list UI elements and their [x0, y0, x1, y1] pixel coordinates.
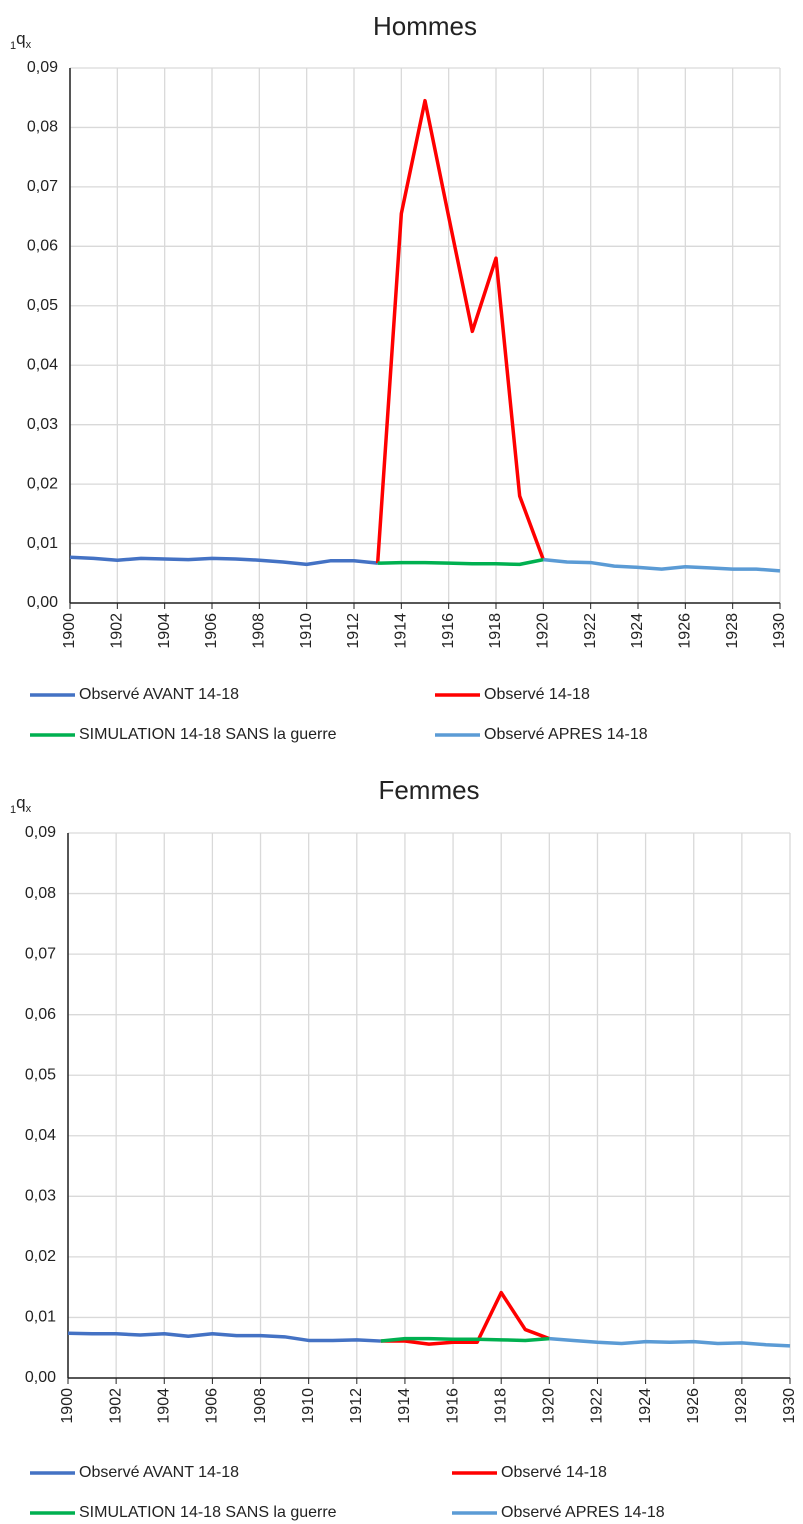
- y-tick-label: 0,08: [25, 885, 56, 902]
- y-axis-label: 1qx: [10, 793, 32, 815]
- x-tick-label: 1928: [733, 1388, 750, 1424]
- y-label-prefix: 1: [10, 40, 16, 52]
- y-label-base: q: [16, 29, 25, 48]
- y-tick-label: 0,07: [27, 178, 58, 195]
- legend-label: SIMULATION 14-18 SANS la guerre: [79, 726, 337, 743]
- x-tick-label: 1900: [61, 613, 78, 649]
- y-label-prefix: 1: [10, 804, 16, 816]
- y-tick-label: 0,05: [25, 1066, 56, 1083]
- x-tick-label: 1928: [724, 613, 741, 649]
- x-tick-label: 1904: [156, 613, 173, 649]
- y-tick-label: 0,03: [25, 1188, 56, 1205]
- y-tick-label: 0,02: [27, 475, 58, 492]
- x-tick-label: 1910: [300, 1388, 317, 1424]
- legend-label: Observé APRES 14-18: [484, 726, 648, 743]
- y-tick-label: 0,04: [27, 356, 58, 373]
- y-tick-label: 0,09: [25, 824, 56, 841]
- x-tick-label: 1908: [251, 613, 268, 649]
- legend-label: Observé APRES 14-18: [501, 1504, 665, 1521]
- series-line: [549, 1336, 791, 1348]
- series-line: [380, 1336, 550, 1343]
- x-tick-label: 1906: [203, 613, 220, 649]
- x-tick-label: 1926: [677, 613, 694, 649]
- y-tick-label: 0,00: [25, 1369, 56, 1386]
- y-tick-label: 0,05: [27, 297, 58, 314]
- x-tick-label: 1922: [582, 613, 599, 649]
- y-label-base: q: [16, 793, 25, 812]
- x-tick-label: 1924: [629, 613, 646, 649]
- x-tick-label: 1910: [298, 613, 315, 649]
- x-tick-label: 1904: [155, 1388, 172, 1424]
- legend-label: Observé AVANT 14-18: [79, 686, 239, 703]
- x-tick-label: 1924: [637, 1388, 654, 1424]
- x-tick-label: 1920: [541, 1388, 558, 1424]
- y-tick-label: 0,01: [27, 535, 58, 552]
- legend-label: SIMULATION 14-18 SANS la guerre: [79, 1504, 337, 1521]
- series-line: [69, 555, 378, 567]
- x-tick-label: 1916: [440, 613, 457, 649]
- x-tick-label: 1922: [589, 1388, 606, 1424]
- x-tick-label: 1920: [535, 613, 552, 649]
- x-tick-label: 1912: [348, 1388, 365, 1424]
- x-tick-label: 1906: [204, 1388, 221, 1424]
- series-line: [543, 557, 781, 573]
- y-tick-label: 0,09: [27, 59, 58, 76]
- x-tick-label: 1908: [252, 1388, 269, 1424]
- x-tick-label: 1930: [771, 613, 788, 649]
- y-label-sub: x: [26, 803, 32, 815]
- x-tick-label: 1918: [492, 1388, 509, 1424]
- y-tick-label: 0,02: [25, 1248, 56, 1265]
- y-tick-label: 0,06: [25, 1006, 56, 1023]
- y-tick-label: 0,07: [25, 945, 56, 962]
- y-tick-label: 0,00: [27, 594, 58, 611]
- x-tick-label: 1916: [444, 1388, 461, 1424]
- y-tick-label: 0,01: [25, 1309, 56, 1326]
- x-tick-label: 1914: [393, 613, 410, 649]
- chart-title: Hommes: [373, 11, 477, 41]
- series-line: [67, 1331, 381, 1343]
- y-tick-label: 0,06: [27, 238, 58, 255]
- series-line: [377, 557, 544, 567]
- series-line: [380, 1290, 550, 1346]
- x-tick-label: 1926: [685, 1388, 702, 1424]
- y-tick-label: 0,04: [25, 1127, 56, 1144]
- series-line: [375, 98, 545, 564]
- y-tick-label: 0,03: [27, 416, 58, 433]
- legend-label: Observé 14-18: [484, 686, 590, 703]
- x-tick-label: 1902: [109, 613, 126, 649]
- y-label-sub: x: [26, 39, 32, 51]
- chart-title: Femmes: [378, 775, 479, 805]
- legend-label: Observé AVANT 14-18: [79, 1464, 239, 1481]
- x-tick-label: 1900: [59, 1388, 76, 1424]
- x-tick-label: 1914: [396, 1388, 413, 1424]
- x-tick-label: 1930: [781, 1388, 798, 1424]
- y-axis-label: 1qx: [10, 29, 32, 51]
- y-tick-label: 0,08: [27, 119, 58, 136]
- legend-label: Observé 14-18: [501, 1464, 607, 1481]
- x-tick-label: 1902: [107, 1388, 124, 1424]
- x-tick-label: 1912: [345, 613, 362, 649]
- x-tick-label: 1918: [487, 613, 504, 649]
